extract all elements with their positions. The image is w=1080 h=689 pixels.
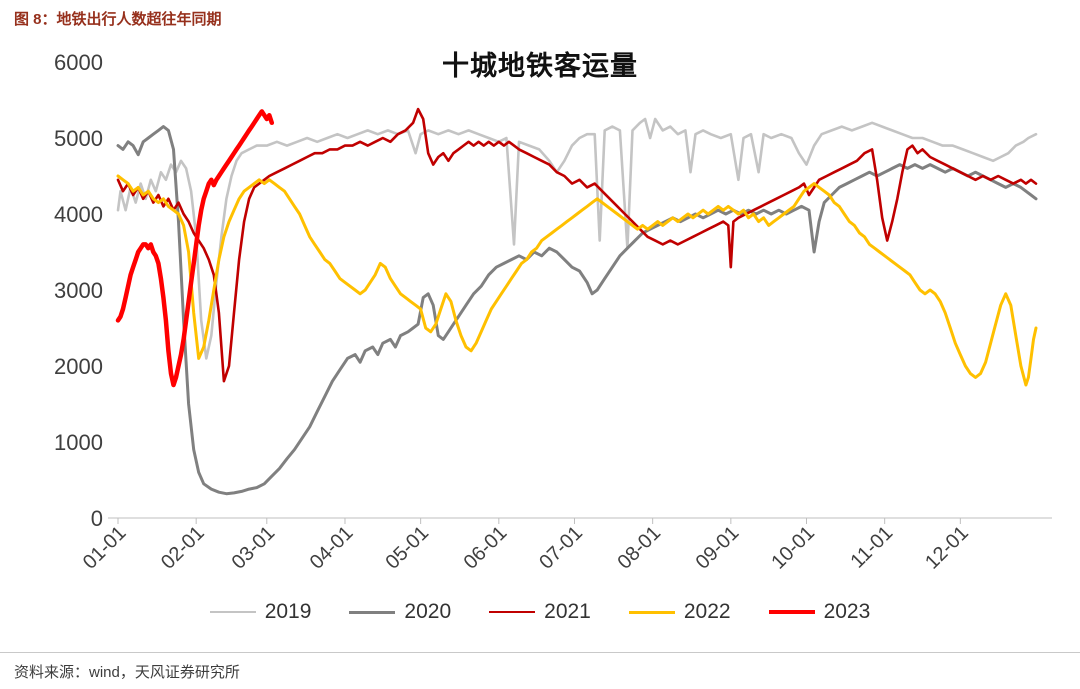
x-tick-label: 05-01 <box>381 522 433 574</box>
legend-swatch-2019 <box>209 611 256 613</box>
x-tick-label: 09-01 <box>692 522 744 574</box>
legend-swatch-2020 <box>349 610 396 614</box>
figure-caption: 图 8：地铁出行人数超往年同期 <box>14 11 222 28</box>
chart-legend: 2019 2020 2021 2022 2023 <box>0 600 1080 624</box>
legend-swatch-2021 <box>489 611 536 613</box>
legend-swatch-2023 <box>768 610 815 614</box>
legend-label-2023: 2023 <box>823 600 871 623</box>
chart-title: 十城地铁客运量 <box>442 51 638 81</box>
y-tick-label: 0 <box>91 506 103 531</box>
legend-item-2023: 2023 <box>768 600 871 624</box>
legend-swatch-2022 <box>628 610 675 614</box>
y-tick-label: 4000 <box>54 202 103 227</box>
y-tick-label: 6000 <box>54 50 103 75</box>
series-line-2021 <box>116 107 1038 383</box>
x-tick-label: 06-01 <box>460 522 512 574</box>
legend-label-2020: 2020 <box>404 600 452 623</box>
x-tick-label: 02-01 <box>157 522 209 574</box>
legend-label-2022: 2022 <box>683 600 731 623</box>
legend-item-2019: 2019 <box>209 600 312 624</box>
source-text: 资料来源：wind，天风证券研究所 <box>14 664 240 681</box>
y-tick-label: 3000 <box>54 278 103 303</box>
series-line-2020 <box>116 125 1038 496</box>
x-tick-label: 08-01 <box>613 522 665 574</box>
legend-item-2022: 2022 <box>628 600 731 624</box>
legend-label-2019: 2019 <box>264 600 312 623</box>
x-tick-label: 03-01 <box>228 522 280 574</box>
series-line-2022 <box>116 174 1038 387</box>
x-tick-label: 04-01 <box>306 522 358 574</box>
legend-item-2021: 2021 <box>489 600 591 624</box>
x-tick-label: 10-01 <box>767 522 819 574</box>
legend-item-2020: 2020 <box>349 600 451 624</box>
y-tick-label: 1000 <box>54 430 103 455</box>
source-footer: 资料来源：wind，天风证券研究所 <box>0 652 1080 682</box>
y-tick-label: 2000 <box>54 354 103 379</box>
x-tick-label: 11-01 <box>847 522 898 573</box>
y-tick-label: 5000 <box>54 126 103 151</box>
series-line-2023 <box>115 109 275 388</box>
legend-label-2021: 2021 <box>544 600 591 623</box>
x-tick-label: 01-01 <box>79 522 131 574</box>
x-tick-label: 12-01 <box>921 522 973 574</box>
series-line-2019 <box>116 117 1038 360</box>
x-tick-label: 07-01 <box>535 522 587 574</box>
